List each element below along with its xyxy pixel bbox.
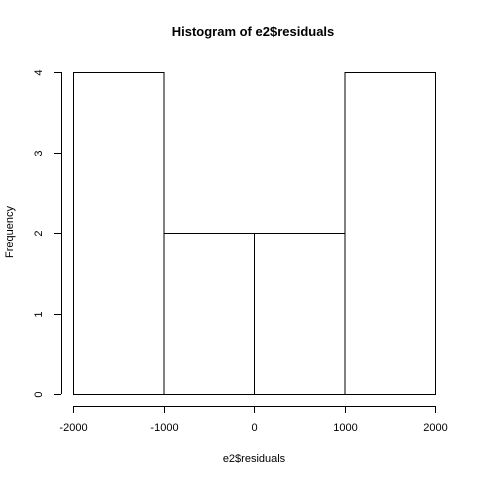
y-axis-label: Frequency (4, 206, 16, 258)
histogram-bar-3 (254, 233, 346, 395)
y-tick-label: 4 (33, 69, 45, 75)
y-tick-label: 3 (33, 150, 45, 156)
x-axis: -2000 -1000 0 1000 2000 (59, 406, 448, 434)
histogram-bar-1 (73, 72, 165, 395)
x-tick-label: 2000 (423, 422, 447, 434)
x-tick-label: -2000 (59, 422, 87, 434)
x-tick-label: 0 (251, 422, 257, 434)
y-tick-label: 1 (33, 311, 45, 317)
bars-group (73, 72, 436, 395)
histogram-bar-4 (344, 72, 436, 395)
histogram-bar-2 (163, 233, 255, 395)
y-tick-label: 2 (33, 230, 45, 236)
y-tick-label: 0 (33, 391, 45, 397)
x-axis-label: e2$residuals (223, 453, 286, 465)
y-axis: 0 1 2 3 4 (33, 69, 62, 398)
x-tick-label: -1000 (150, 422, 178, 434)
x-tick-label: 1000 (333, 422, 357, 434)
chart-title: Histogram of e2$residuals (172, 24, 335, 39)
